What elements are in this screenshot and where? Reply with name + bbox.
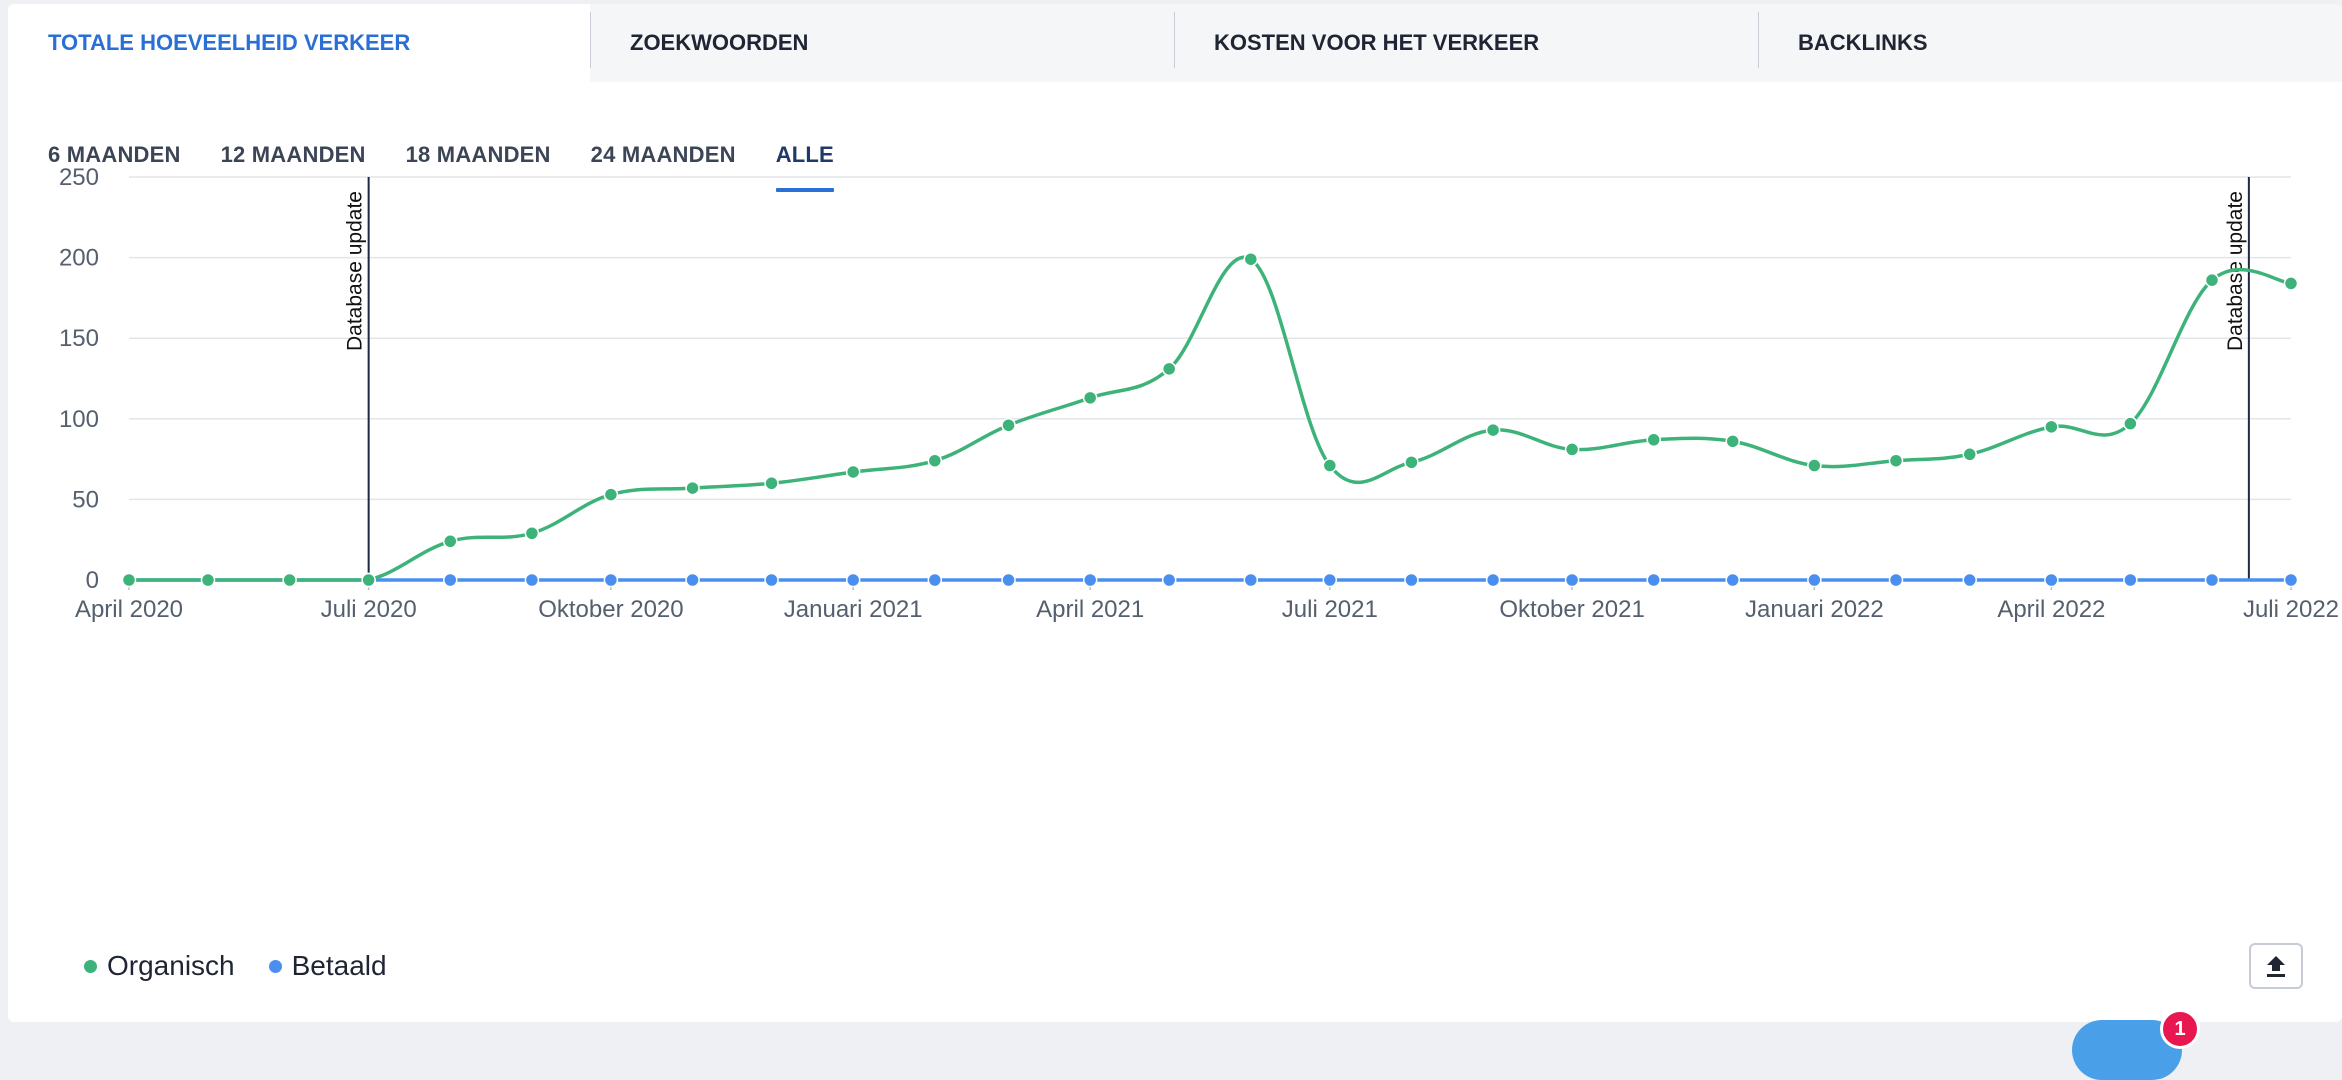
- y-tick-label: 200: [59, 245, 99, 272]
- notification-badge[interactable]: 1: [2160, 1009, 2200, 1049]
- data-point-organic: [1962, 447, 1977, 462]
- data-point-paid: [2283, 572, 2299, 588]
- data-point-organic: [603, 487, 619, 502]
- x-tick-label: Oktober 2020: [538, 596, 683, 623]
- data-point-paid: [1962, 572, 1977, 588]
- upload-icon: [2267, 956, 2285, 977]
- period-24-months[interactable]: 24 MAANDEN: [590, 142, 736, 167]
- data-point-organic: [443, 534, 458, 549]
- tab-backlinks-label: BACKLINKS: [1798, 30, 1928, 55]
- data-point-organic: [845, 464, 861, 480]
- x-tick-label: April 2021: [1036, 596, 1144, 623]
- data-point-paid: [443, 572, 458, 588]
- data-point-organic: [1404, 455, 1419, 470]
- legend-dot-organic: [84, 959, 97, 973]
- data-point-organic: [1485, 422, 1501, 438]
- y-tick-label: 250: [59, 164, 99, 191]
- data-point-organic: [121, 572, 137, 588]
- y-tick-label: 100: [59, 406, 99, 433]
- chart-legend: Organisch Betaald: [84, 950, 387, 982]
- x-tick-label: Januari 2021: [784, 596, 923, 623]
- data-point-paid: [1807, 572, 1822, 588]
- data-point-paid: [1082, 572, 1098, 588]
- period-all[interactable]: ALLE: [775, 142, 835, 198]
- legend-label-organic: Organisch: [107, 950, 235, 981]
- data-point-organic: [282, 572, 297, 588]
- data-point-organic: [1564, 442, 1580, 457]
- data-point-paid: [927, 572, 943, 588]
- data-point-organic: [2204, 272, 2220, 288]
- data-point-paid: [2044, 572, 2059, 588]
- y-tick-label: 0: [86, 567, 99, 594]
- period-selector: 6 MAANDEN 12 MAANDEN 18 MAANDEN 24 MAAND…: [48, 142, 835, 198]
- tab-divider: [590, 12, 591, 68]
- tab-keywords[interactable]: ZOEKWOORDEN: [590, 4, 1174, 82]
- x-tick-label: April 2020: [75, 596, 183, 623]
- data-point-organic: [764, 476, 779, 491]
- data-point-paid: [1404, 572, 1419, 588]
- data-point-organic: [685, 480, 700, 496]
- data-point-organic: [1243, 251, 1259, 267]
- data-point-paid: [2204, 572, 2220, 588]
- legend-label-paid: Betaald: [291, 950, 387, 981]
- data-point-paid: [1001, 572, 1016, 588]
- period-18-months[interactable]: 18 MAANDEN: [405, 142, 551, 167]
- data-point-paid: [1485, 572, 1501, 588]
- x-tick-label: Juli 2021: [1282, 596, 1378, 623]
- data-point-paid: [1646, 572, 1661, 588]
- tab-total-traffic[interactable]: TOTALE HOEVEELHEID VERKEER: [8, 4, 590, 82]
- data-point-organic: [1888, 453, 1904, 468]
- data-point-organic: [1646, 432, 1661, 448]
- legend-item-paid[interactable]: Betaald: [268, 950, 387, 982]
- data-point-paid: [1322, 572, 1338, 588]
- data-point-paid: [685, 572, 700, 588]
- data-point-organic: [524, 526, 540, 541]
- data-point-paid: [1243, 572, 1259, 588]
- traffic-card: TOTALE HOEVEELHEID VERKEER ZOEKWOORDEN K…: [8, 4, 2342, 1022]
- tab-bar: TOTALE HOEVEELHEID VERKEER ZOEKWOORDEN K…: [8, 4, 2342, 82]
- data-point-paid: [1888, 572, 1904, 588]
- data-point-organic: [2283, 276, 2299, 291]
- period-6-months[interactable]: 6 MAANDEN: [48, 142, 181, 167]
- tab-backlinks[interactable]: BACKLINKS: [1758, 4, 2342, 82]
- tab-divider: [1758, 12, 1759, 68]
- data-point-paid: [2123, 572, 2138, 588]
- x-tick-label: April 2022: [1997, 596, 2105, 623]
- data-point-organic: [1725, 434, 1740, 449]
- data-point-paid: [524, 572, 540, 588]
- data-point-organic: [200, 572, 216, 588]
- data-point-organic: [1001, 417, 1016, 433]
- data-point-paid: [603, 572, 619, 588]
- data-point-organic: [2123, 416, 2138, 431]
- tab-total-traffic-label: TOTALE HOEVEELHEID VERKEER: [48, 30, 411, 55]
- data-point-paid: [1161, 572, 1177, 588]
- data-point-organic: [361, 572, 376, 588]
- data-point-organic: [1322, 458, 1338, 473]
- x-tick-label: Januari 2022: [1745, 596, 1884, 623]
- legend-item-organic[interactable]: Organisch: [84, 950, 235, 982]
- period-12-months[interactable]: 12 MAANDEN: [220, 142, 366, 167]
- data-point-paid: [764, 572, 779, 588]
- x-tick-label: Oktober 2021: [1499, 596, 1644, 623]
- export-button[interactable]: [2249, 943, 2303, 989]
- traffic-line-chart: 0 50 100 150 200 250 April 2020 Juli 2020 Oktobe…: [59, 164, 2339, 623]
- legend-dot-paid: [268, 959, 282, 973]
- data-point-paid: [1725, 572, 1740, 588]
- data-point-organic: [1161, 361, 1177, 377]
- data-point-paid: [845, 572, 861, 588]
- y-tick-label: 150: [59, 325, 99, 352]
- x-tick-label: Juli 2020: [321, 596, 417, 623]
- y-tick-label: 50: [72, 486, 99, 513]
- tab-traffic-cost-label: KOSTEN VOOR HET VERKEER: [1214, 30, 1540, 55]
- tab-traffic-cost[interactable]: KOSTEN VOOR HET VERKEER: [1174, 4, 1758, 82]
- x-tick-label: Juli 2022: [2243, 596, 2339, 623]
- data-point-organic: [927, 453, 943, 468]
- data-point-paid: [1564, 572, 1580, 588]
- annotation-label: Database update: [344, 191, 367, 351]
- tab-divider: [1174, 12, 1175, 68]
- data-point-organic: [1807, 458, 1822, 473]
- data-point-organic: [2044, 419, 2059, 435]
- tab-keywords-label: ZOEKWOORDEN: [630, 30, 809, 55]
- data-point-organic: [1082, 390, 1098, 406]
